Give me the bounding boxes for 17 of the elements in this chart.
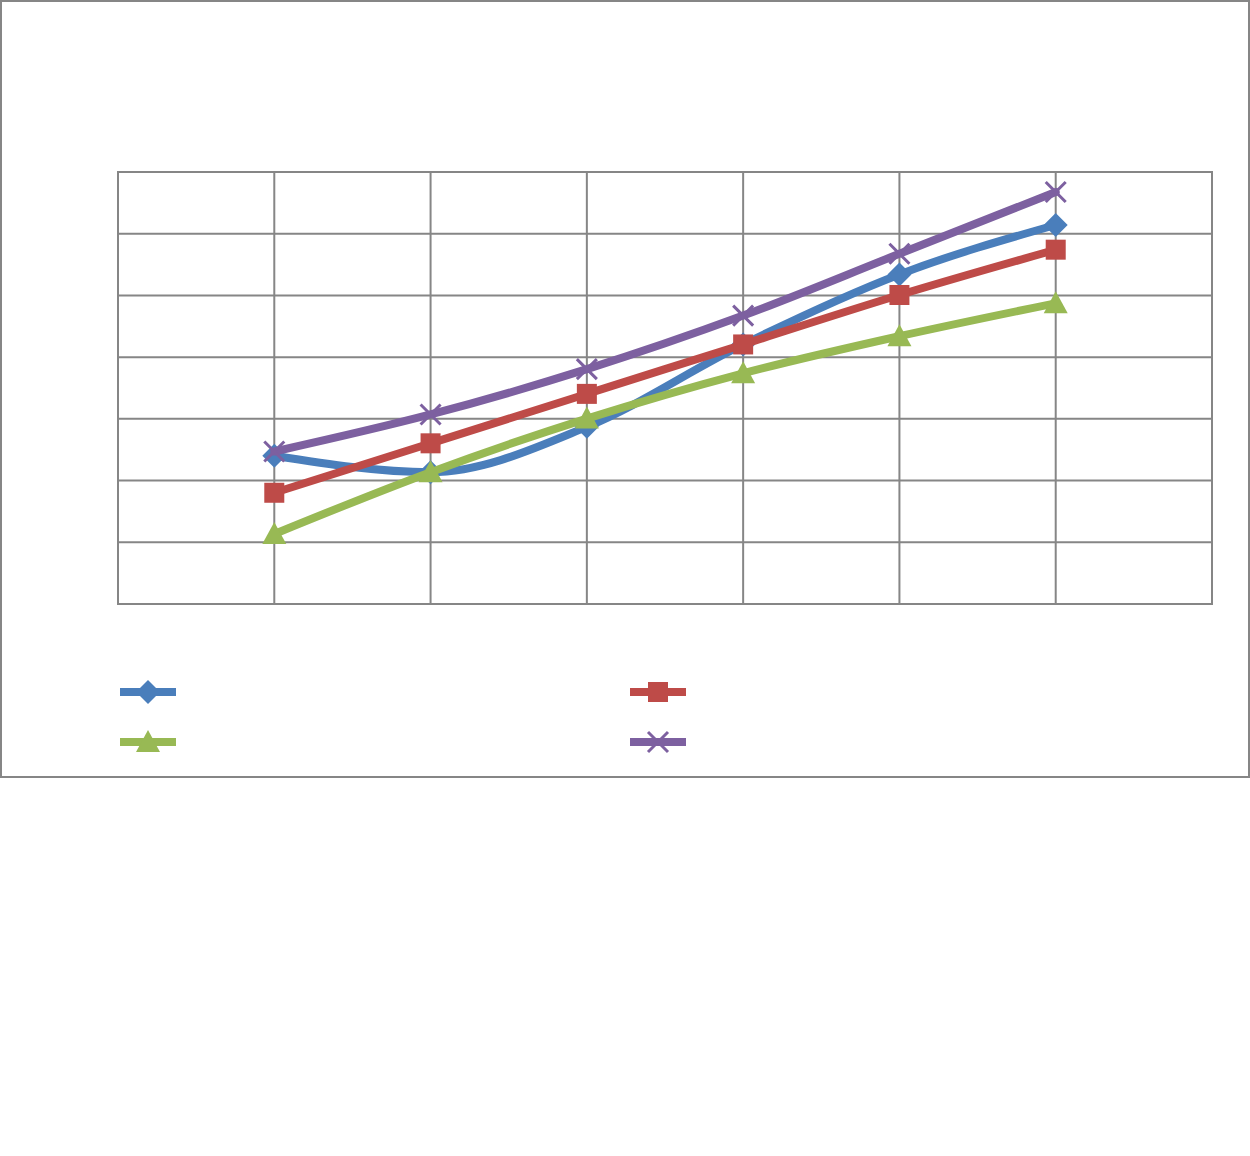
point	[1043, 291, 1068, 314]
point	[262, 521, 287, 544]
point	[1044, 180, 1068, 204]
point	[1045, 239, 1066, 260]
point	[264, 482, 285, 503]
point	[576, 383, 597, 404]
point	[574, 406, 599, 429]
point	[887, 242, 911, 266]
point	[575, 357, 599, 381]
point	[887, 324, 912, 347]
point	[1043, 212, 1068, 237]
point	[419, 402, 443, 426]
point	[889, 285, 910, 305]
point	[887, 262, 912, 287]
point	[731, 361, 756, 384]
point	[731, 304, 755, 328]
point	[420, 433, 441, 454]
